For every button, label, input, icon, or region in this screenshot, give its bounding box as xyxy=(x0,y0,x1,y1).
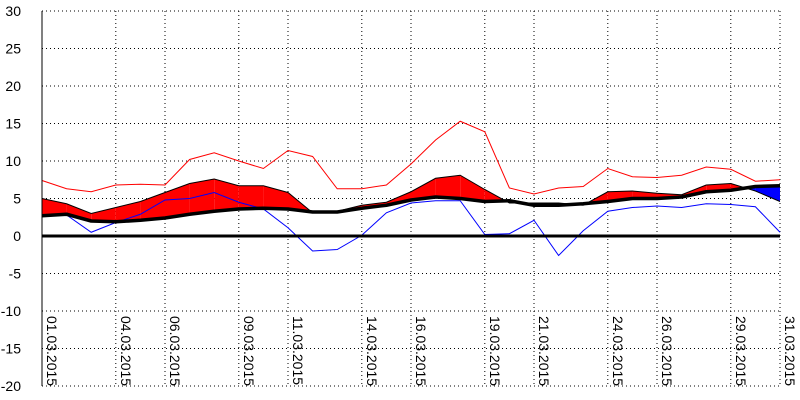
fill-above-normal xyxy=(435,175,461,199)
y-tick-label: 5 xyxy=(13,191,21,207)
x-tick-label: 14.03.2015 xyxy=(364,316,380,386)
fill-above-normal xyxy=(189,179,215,215)
x-tick-label: 31.03.2015 xyxy=(782,316,798,386)
y-tick-label: -5 xyxy=(9,266,22,282)
tick-labels: 30 25 20 15 10 5 0 -5 -10 -15 -20 01.03.2015 04.03.2… xyxy=(1,3,798,394)
y-tick-label: -10 xyxy=(1,303,21,319)
x-tick-label: 29.03.2015 xyxy=(733,316,749,386)
fill-above-normal xyxy=(165,183,190,218)
x-tick-label: 04.03.2015 xyxy=(118,316,134,386)
x-tick-label: 21.03.2015 xyxy=(536,316,552,386)
fill-above-normal xyxy=(91,207,116,222)
fill-above-normal xyxy=(386,191,411,206)
fill-above-normal xyxy=(214,179,239,212)
x-tick-label: 11.03.2015 xyxy=(290,316,306,385)
series-line-max xyxy=(41,120,781,195)
y-tick-label: 25 xyxy=(5,41,21,57)
fill-above-normal xyxy=(238,185,264,209)
fill-above-normal xyxy=(263,185,288,209)
fill-above-normal xyxy=(411,178,436,200)
y-tick-label: 0 xyxy=(13,228,21,244)
y-tick-label: 30 xyxy=(5,3,21,19)
y-tick-label: 10 xyxy=(5,153,21,169)
y-tick-label: 15 xyxy=(5,116,21,132)
fill-below-normal xyxy=(755,185,780,202)
x-tick-label: 16.03.2015 xyxy=(413,316,429,386)
x-tick-label: 26.03.2015 xyxy=(659,316,675,386)
y-tick-label: -20 xyxy=(1,378,21,394)
series-line-min xyxy=(41,191,781,257)
axes xyxy=(41,11,780,386)
x-tick-label: 06.03.2015 xyxy=(167,316,183,386)
fill-above-normal xyxy=(66,203,92,221)
x-tick-label: 19.03.2015 xyxy=(487,316,503,386)
y-tick-label: 20 xyxy=(5,78,21,94)
series-line-normal xyxy=(41,184,781,224)
series-line-mean xyxy=(41,174,781,215)
series-lines xyxy=(41,120,781,257)
x-tick-label: 09.03.2015 xyxy=(241,316,257,386)
fill-above-normal xyxy=(460,175,485,202)
y-tick-label: -15 xyxy=(1,341,21,357)
x-tick-label: 01.03.2015 xyxy=(44,316,60,386)
x-tick-label: 24.03.2015 xyxy=(610,316,626,386)
